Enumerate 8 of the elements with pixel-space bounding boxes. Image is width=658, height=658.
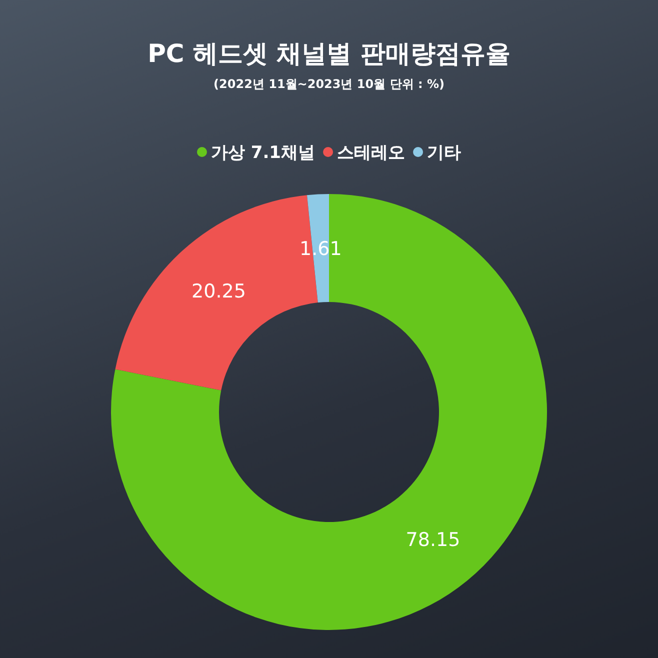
- legend-label: 가상 7.1채널: [210, 143, 316, 163]
- chart-subtitle: (2022년 11월~2023년 10월 단위 : %): [214, 77, 444, 91]
- chart-title: PC 헤드셋 채널별 판매량점유율: [148, 39, 510, 68]
- data-label: 1.61: [300, 238, 342, 260]
- data-label: 78.15: [406, 528, 460, 551]
- legend-label: 스테레오: [337, 143, 406, 163]
- data-label: 20.25: [192, 280, 246, 303]
- legend-label: 기타: [427, 143, 462, 163]
